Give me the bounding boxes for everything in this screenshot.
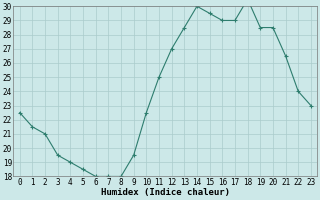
X-axis label: Humidex (Indice chaleur): Humidex (Indice chaleur) — [101, 188, 230, 197]
